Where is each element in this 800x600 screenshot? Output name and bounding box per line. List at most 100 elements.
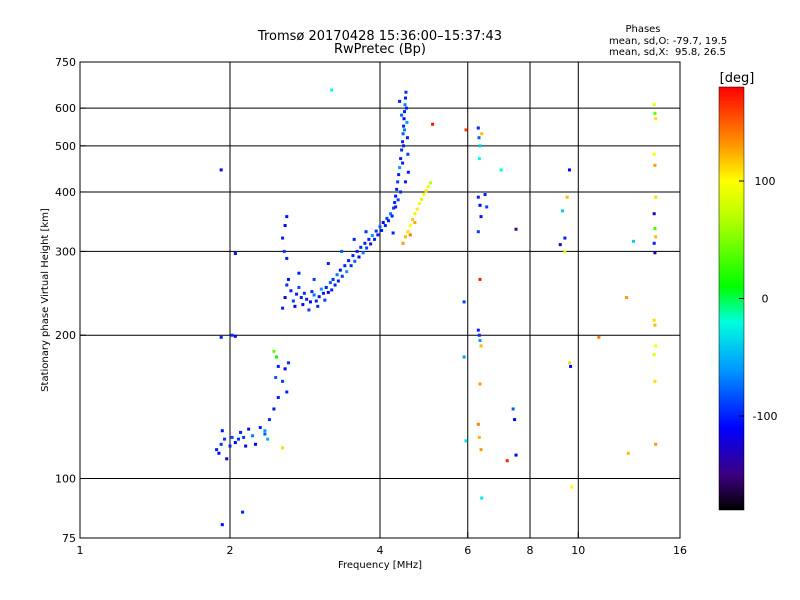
data-point [654, 442, 658, 446]
phase-x-stats: mean, sd,X: 95.8, 26.5 [609, 47, 726, 58]
data-point [401, 241, 405, 245]
data-point [652, 318, 656, 322]
data-point [394, 205, 398, 209]
data-point [263, 432, 267, 436]
data-point [380, 228, 384, 232]
colorbar-label: [deg] [720, 71, 755, 86]
data-point [479, 344, 483, 348]
data-point [408, 233, 412, 237]
data-point [383, 224, 387, 228]
data-point [462, 300, 466, 304]
data-point [396, 198, 400, 202]
phase-o-stats: mean, sd,O: -79.7, 19.5 [609, 36, 727, 47]
data-point [394, 194, 398, 198]
data-point [401, 161, 405, 165]
data-point [569, 364, 573, 368]
data-point [626, 451, 630, 455]
y-tick-label: 300 [55, 245, 76, 258]
x-axis-label: Frequency [MHz] [338, 560, 422, 571]
data-point [282, 249, 286, 253]
data-point [653, 163, 657, 167]
data-point [336, 279, 340, 283]
data-point [513, 418, 517, 422]
data-point [355, 249, 359, 253]
data-point [402, 144, 406, 148]
data-point [266, 437, 270, 441]
data-point [349, 264, 353, 268]
data-point [233, 441, 237, 445]
data-point [401, 132, 405, 136]
x-tick-label: 10 [571, 544, 585, 557]
data-point [340, 249, 344, 253]
data-point [343, 264, 347, 268]
data-point [220, 523, 224, 527]
data-point [274, 376, 278, 380]
data-point [370, 234, 374, 238]
data-point [305, 297, 309, 301]
data-point [478, 203, 482, 207]
data-point [283, 367, 287, 371]
data-point [340, 274, 344, 278]
data-point [351, 254, 355, 258]
y-tick-label: 75 [62, 532, 76, 545]
data-point [381, 221, 385, 225]
data-point [359, 245, 363, 249]
data-point [406, 170, 410, 174]
data-point [230, 333, 234, 337]
data-point [413, 212, 417, 216]
data-point [403, 103, 407, 107]
data-point [215, 448, 219, 452]
data-point [225, 457, 229, 461]
data-point [281, 306, 285, 310]
data-point [420, 197, 424, 201]
data-point [511, 407, 515, 411]
x-tick-label: 16 [673, 544, 687, 557]
data-point [253, 442, 257, 446]
data-point [244, 444, 248, 448]
data-point [479, 448, 483, 452]
data-point [563, 249, 567, 253]
data-point [353, 259, 357, 263]
data-point [405, 120, 409, 124]
data-point [415, 207, 419, 211]
data-point [483, 193, 487, 197]
data-point [476, 328, 480, 332]
y-tick-label: 100 [55, 473, 76, 486]
data-point [653, 251, 657, 255]
data-point [413, 221, 417, 225]
data-point [223, 437, 227, 441]
data-point [428, 181, 432, 185]
data-point [263, 429, 267, 433]
grid-lines [80, 62, 680, 538]
data-point [411, 218, 415, 222]
y-axis-label: Stationary phase Virtual Height [km] [40, 208, 51, 392]
data-point [480, 132, 484, 136]
data-point [478, 338, 482, 342]
x-axis-ticks: 1 2 4 6 8 10 16 [77, 532, 687, 557]
data-point [365, 246, 369, 250]
data-point [233, 251, 237, 255]
x-tick-label: 1 [77, 544, 84, 557]
data-point [338, 268, 342, 272]
data-point [286, 277, 290, 281]
data-point [324, 285, 328, 289]
data-point [406, 152, 410, 156]
data-point [219, 442, 223, 446]
colorbar-ticks: 100 0 -100 [739, 175, 777, 423]
data-point [308, 300, 312, 304]
data-point [652, 152, 656, 156]
data-point [402, 117, 406, 121]
data-point [631, 239, 635, 243]
data-point [363, 241, 367, 245]
data-point [352, 237, 356, 241]
data-point [567, 361, 571, 365]
x-tick-label: 6 [464, 544, 471, 557]
data-point [285, 215, 289, 219]
data-point [499, 168, 503, 172]
data-point [333, 283, 337, 287]
data-point [316, 304, 320, 308]
data-point [275, 355, 279, 359]
data-point [399, 157, 403, 161]
data-point [558, 243, 562, 247]
